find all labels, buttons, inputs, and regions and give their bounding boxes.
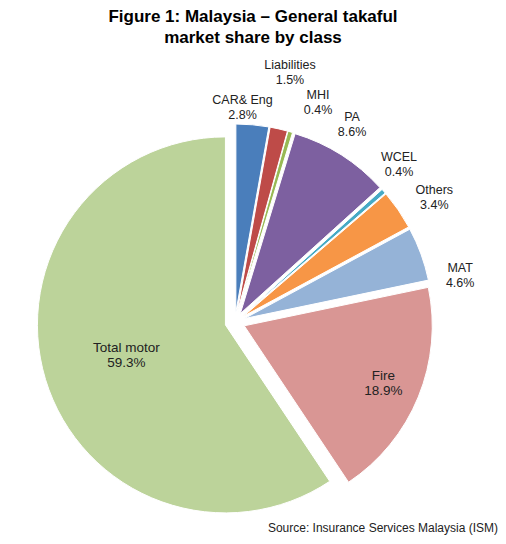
data-label: MHI0.4% [304,88,333,117]
label-category: Total motor [93,340,160,355]
label-value: 0.4% [385,165,414,179]
chart: Figure 1: Malaysia – General takaful mark… [0,0,506,544]
source: Source: Insurance Services Malaysia (ISM… [268,521,498,535]
label-category: MHI [307,88,330,102]
data-label: WCEL0.4% [381,150,417,179]
data-label: MAT4.6% [446,261,475,290]
title-line: market share by class [164,28,342,47]
plot-area [37,124,432,513]
data-label: PA8.6% [338,110,367,139]
slices [37,124,432,513]
title: Figure 1: Malaysia – General takaful mark… [108,7,397,47]
label-value: 0.4% [304,103,333,117]
label-category: WCEL [381,150,417,164]
label-value: 3.4% [420,198,449,212]
label-category: Fire [372,368,395,383]
data-label: Others3.4% [416,183,454,212]
label-value: 4.6% [446,276,475,290]
label-category: CAR& Eng [212,93,272,107]
title-line: Figure 1: Malaysia – General takaful [108,7,397,26]
label-category: MAT [447,261,473,275]
data-labels: CAR& Eng2.8%Liabilities1.5%MHI0.4%PA8.6%… [93,58,474,398]
label-category: Liabilities [264,58,315,72]
background [0,0,506,544]
data-label: Total motor59.3% [93,340,160,370]
data-label: CAR& Eng2.8% [212,93,272,122]
data-label: Fire18.9% [364,368,402,398]
slice [37,137,329,513]
label-value: 2.8% [228,108,257,122]
label-category: PA [344,110,360,124]
label-value: 59.3% [107,355,145,370]
label-value: 1.5% [276,73,305,87]
label-value: 8.6% [338,125,367,139]
label-category: Others [416,183,454,197]
data-label: Liabilities1.5% [264,58,315,87]
label-value: 18.9% [364,383,402,398]
